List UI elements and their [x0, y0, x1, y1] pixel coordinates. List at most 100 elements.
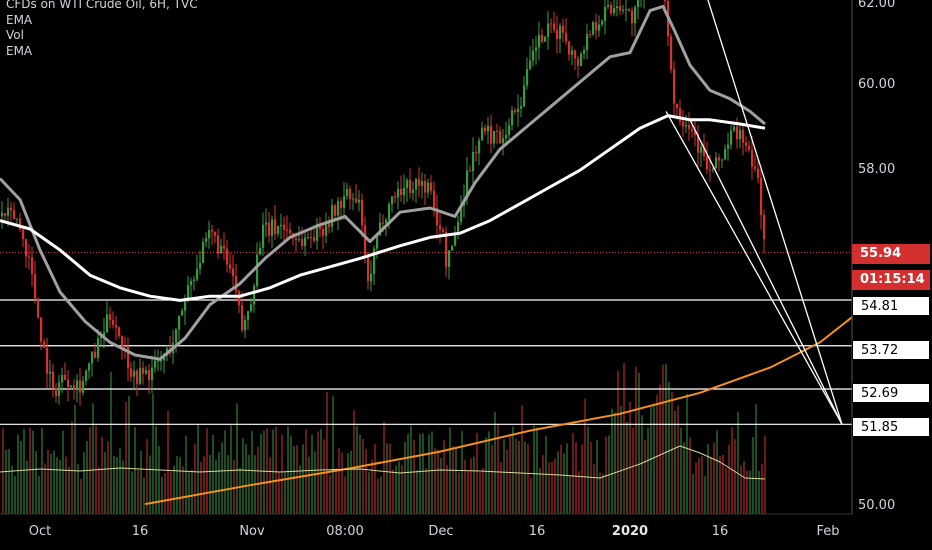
symbol-title: CFDs on WTI Crude Oil, 6H, TVC	[6, 0, 198, 11]
candle-body	[319, 223, 322, 229]
volume-bar	[65, 456, 67, 514]
candle-body	[160, 360, 163, 362]
volume-bar	[47, 449, 49, 514]
volume-bar	[746, 470, 748, 514]
volume-bar	[17, 434, 19, 514]
volume-bar	[353, 410, 355, 514]
long-ema-line	[144, 316, 853, 506]
candle-body	[415, 178, 418, 190]
volume-bar	[659, 384, 661, 514]
candle-body	[328, 223, 331, 227]
volume-bar	[200, 461, 202, 514]
candle-body	[196, 268, 199, 280]
indicator-ema-2[interactable]: EMA	[6, 43, 33, 58]
candle-body	[757, 168, 760, 178]
volume-bar	[221, 442, 223, 514]
candle-body	[268, 222, 271, 236]
volume-bar	[278, 472, 280, 514]
candle-body	[7, 207, 10, 216]
candle-body	[289, 229, 292, 234]
candle-body	[133, 370, 136, 377]
volume-bar	[290, 436, 292, 514]
candle-body	[301, 239, 304, 246]
candle-body	[556, 29, 559, 39]
x-tick-label: 16	[131, 524, 149, 539]
indicator-vol[interactable]: Vol	[6, 28, 24, 42]
volume-bar	[485, 437, 487, 514]
candle-body	[679, 108, 682, 122]
volume-bar	[428, 434, 430, 514]
volume-bar	[356, 426, 358, 514]
candle-body	[538, 34, 541, 48]
volume-bar	[251, 430, 253, 514]
candle-body	[541, 34, 544, 42]
candle-body	[727, 144, 730, 149]
volume-bar	[542, 455, 544, 514]
volume-bar	[473, 456, 475, 514]
volume-bar	[590, 441, 592, 514]
volume-bar	[140, 451, 142, 514]
candle-body	[316, 223, 319, 241]
candle-body	[733, 126, 736, 131]
candle-body	[508, 125, 511, 135]
candle-body	[514, 110, 517, 112]
candle-body	[739, 129, 742, 140]
candle-body	[349, 189, 352, 199]
candle-body	[472, 151, 475, 172]
indicator-ema-1[interactable]: EMA	[6, 12, 33, 27]
candle-body	[706, 156, 709, 170]
volume-bar	[359, 434, 361, 514]
volume-bar	[104, 452, 106, 514]
volume-bar	[521, 405, 523, 514]
candle-body	[490, 125, 493, 144]
volume-bar	[497, 424, 499, 514]
volume-bar	[275, 426, 277, 514]
countdown-badge: 01:15:14	[852, 270, 930, 290]
volume-bar	[5, 449, 7, 514]
candle-body	[505, 134, 508, 139]
candle-body	[22, 229, 25, 240]
candle-body	[517, 108, 520, 112]
candle-body	[325, 223, 328, 236]
volume-bar	[686, 393, 688, 514]
candle-body	[673, 69, 676, 104]
candle-body	[430, 182, 433, 191]
volume-bar	[395, 465, 397, 514]
candle-body	[397, 188, 400, 198]
volume-bar	[329, 474, 331, 514]
candle-body	[598, 24, 601, 31]
candle-body	[235, 275, 238, 292]
candle-body	[457, 221, 460, 235]
candle-body	[688, 124, 691, 129]
volume-bar	[617, 370, 619, 514]
candle-body	[343, 195, 346, 208]
candle-body	[619, 6, 622, 11]
candle-body	[736, 126, 739, 140]
volume-bar	[380, 476, 382, 514]
candle-body	[745, 142, 748, 146]
candle-body	[52, 371, 55, 389]
volume-bar	[512, 426, 514, 514]
candle-body	[223, 245, 226, 249]
candle-body	[85, 370, 88, 382]
candle-body	[547, 23, 550, 37]
candle-body	[79, 380, 82, 393]
volume-bar	[638, 372, 640, 514]
volume-bar	[41, 428, 43, 514]
candle-body	[718, 157, 721, 161]
candle-body	[703, 146, 706, 157]
volume-bar	[257, 446, 259, 514]
volume-bar	[350, 450, 352, 514]
candle-body	[742, 129, 745, 143]
candle-body	[763, 215, 766, 240]
volume-bar	[554, 458, 556, 514]
candle-body	[13, 210, 16, 220]
candle-body	[466, 170, 469, 199]
price-axis	[0, 0, 853, 515]
candle-body	[583, 50, 586, 54]
volume-bar	[671, 391, 673, 514]
candle-body	[694, 130, 697, 135]
volume-bar	[584, 398, 586, 514]
volume-bar	[641, 415, 643, 514]
